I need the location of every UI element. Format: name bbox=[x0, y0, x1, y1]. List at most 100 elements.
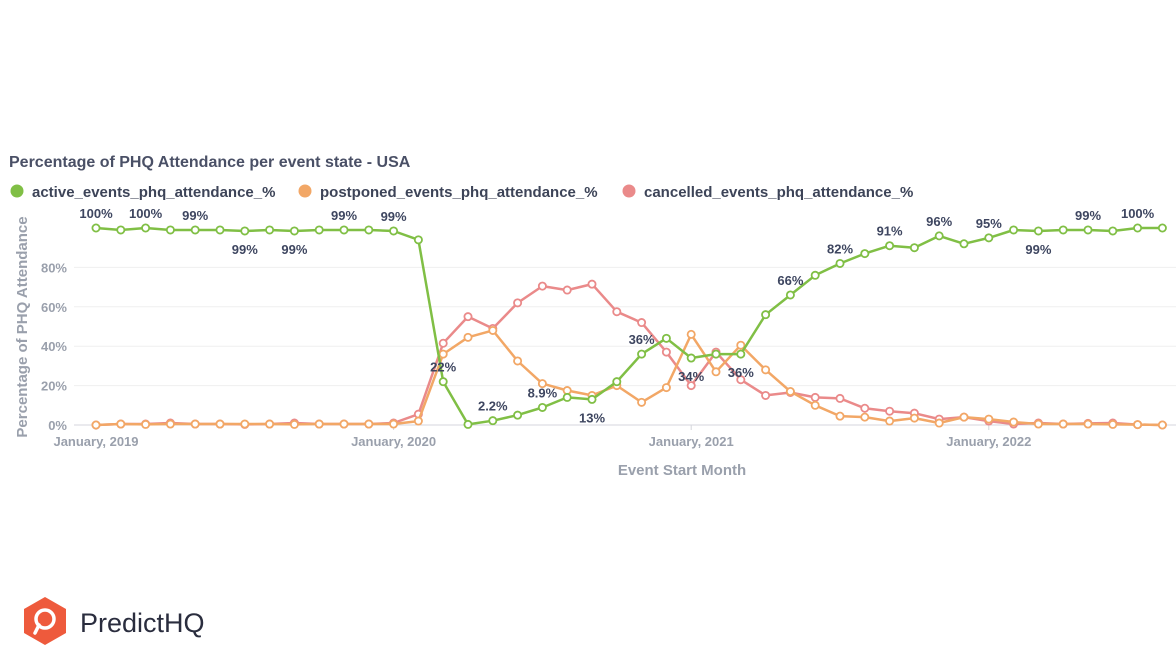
data-point[interactable] bbox=[934, 418, 944, 428]
data-point[interactable] bbox=[1033, 226, 1043, 236]
data-point[interactable] bbox=[339, 419, 349, 429]
data-point[interactable] bbox=[761, 310, 771, 320]
data-point[interactable] bbox=[1133, 420, 1143, 430]
data-point[interactable] bbox=[438, 338, 448, 348]
data-point[interactable] bbox=[637, 318, 647, 328]
data-point[interactable] bbox=[289, 419, 299, 429]
data-point[interactable] bbox=[686, 353, 696, 363]
data-point[interactable] bbox=[885, 406, 895, 416]
data-point[interactable] bbox=[562, 285, 572, 295]
data-point[interactable] bbox=[488, 416, 498, 426]
data-point[interactable] bbox=[785, 290, 795, 300]
data-point[interactable] bbox=[116, 225, 126, 235]
data-point[interactable] bbox=[190, 419, 200, 429]
data-point[interactable] bbox=[1133, 223, 1143, 233]
data-point[interactable] bbox=[761, 365, 771, 375]
data-point[interactable] bbox=[587, 279, 597, 289]
data-point[interactable] bbox=[1058, 419, 1068, 429]
data-point[interactable] bbox=[835, 258, 845, 268]
data-point[interactable] bbox=[909, 243, 919, 253]
data-point[interactable] bbox=[785, 387, 795, 397]
data-point[interactable] bbox=[1058, 225, 1068, 235]
data-point[interactable] bbox=[513, 410, 523, 420]
data-point[interactable] bbox=[711, 367, 721, 377]
data-point[interactable] bbox=[265, 419, 275, 429]
data-point[interactable] bbox=[339, 225, 349, 235]
data-point[interactable] bbox=[810, 270, 820, 280]
data-point[interactable] bbox=[438, 349, 448, 359]
data-point[interactable] bbox=[661, 347, 671, 357]
data-point[interactable] bbox=[314, 419, 324, 429]
data-point[interactable] bbox=[389, 419, 399, 429]
data-point[interactable] bbox=[141, 419, 151, 429]
data-point[interactable] bbox=[413, 416, 423, 426]
data-point[interactable] bbox=[612, 377, 622, 387]
data-point[interactable] bbox=[463, 332, 473, 342]
data-point[interactable] bbox=[240, 226, 250, 236]
data-point[interactable] bbox=[265, 225, 275, 235]
data-point[interactable] bbox=[240, 419, 250, 429]
data-point[interactable] bbox=[190, 225, 200, 235]
data-point[interactable] bbox=[736, 349, 746, 359]
data-point[interactable] bbox=[1033, 419, 1043, 429]
data-point[interactable] bbox=[91, 420, 101, 430]
data-point[interactable] bbox=[835, 393, 845, 403]
data-point[interactable] bbox=[1009, 417, 1019, 427]
data-point[interactable] bbox=[909, 413, 919, 423]
data-point[interactable] bbox=[1108, 226, 1118, 236]
data-point[interactable] bbox=[761, 390, 771, 400]
data-point[interactable] bbox=[885, 416, 895, 426]
data-point[interactable] bbox=[1083, 225, 1093, 235]
data-point[interactable] bbox=[438, 377, 448, 387]
data-point[interactable] bbox=[91, 223, 101, 233]
data-point[interactable] bbox=[686, 329, 696, 339]
data-point[interactable] bbox=[537, 281, 547, 291]
data-point[interactable] bbox=[959, 239, 969, 249]
data-point[interactable] bbox=[984, 233, 994, 243]
data-point[interactable] bbox=[661, 333, 671, 343]
data-point[interactable] bbox=[612, 307, 622, 317]
data-point[interactable] bbox=[860, 403, 870, 413]
data-point[interactable] bbox=[835, 411, 845, 421]
data-point[interactable] bbox=[984, 414, 994, 424]
data-point[interactable] bbox=[686, 381, 696, 391]
data-point[interactable] bbox=[413, 235, 423, 245]
data-point[interactable] bbox=[736, 340, 746, 350]
data-point[interactable] bbox=[463, 419, 473, 429]
data-point[interactable] bbox=[637, 397, 647, 407]
data-point[interactable] bbox=[215, 225, 225, 235]
data-point[interactable] bbox=[215, 419, 225, 429]
data-point[interactable] bbox=[587, 394, 597, 404]
data-point[interactable] bbox=[537, 379, 547, 389]
data-point[interactable] bbox=[116, 419, 126, 429]
data-point[interactable] bbox=[885, 241, 895, 251]
data-point[interactable] bbox=[1157, 223, 1167, 233]
legend-item-cancelled-events-phq-attendance[interactable]: cancelled_events_phq_attendance_% bbox=[622, 184, 914, 201]
data-point[interactable] bbox=[389, 226, 399, 236]
data-point[interactable] bbox=[1108, 419, 1118, 429]
data-point[interactable] bbox=[1157, 420, 1167, 430]
data-point[interactable] bbox=[810, 392, 820, 402]
data-point[interactable] bbox=[364, 419, 374, 429]
data-point[interactable] bbox=[661, 383, 671, 393]
data-point[interactable] bbox=[314, 225, 324, 235]
data-point[interactable] bbox=[1009, 225, 1019, 235]
data-point[interactable] bbox=[289, 226, 299, 236]
data-point[interactable] bbox=[165, 225, 175, 235]
data-point[interactable] bbox=[1083, 419, 1093, 429]
legend-item-active-events-phq-attendance[interactable]: active_events_phq_attendance_% bbox=[10, 184, 276, 201]
data-point[interactable] bbox=[141, 223, 151, 233]
data-point[interactable] bbox=[860, 249, 870, 259]
data-point[interactable] bbox=[562, 392, 572, 402]
data-point[interactable] bbox=[810, 400, 820, 410]
data-point[interactable] bbox=[165, 419, 175, 429]
data-point[interactable] bbox=[959, 412, 969, 422]
legend-item-postponed-events-phq-attendance[interactable]: postponed_events_phq_attendance_% bbox=[298, 184, 598, 201]
data-point[interactable] bbox=[364, 225, 374, 235]
data-point[interactable] bbox=[537, 402, 547, 412]
data-point[interactable] bbox=[736, 375, 746, 385]
data-point[interactable] bbox=[934, 231, 944, 241]
data-point[interactable] bbox=[513, 298, 523, 308]
data-point[interactable] bbox=[860, 412, 870, 422]
data-point[interactable] bbox=[637, 349, 647, 359]
